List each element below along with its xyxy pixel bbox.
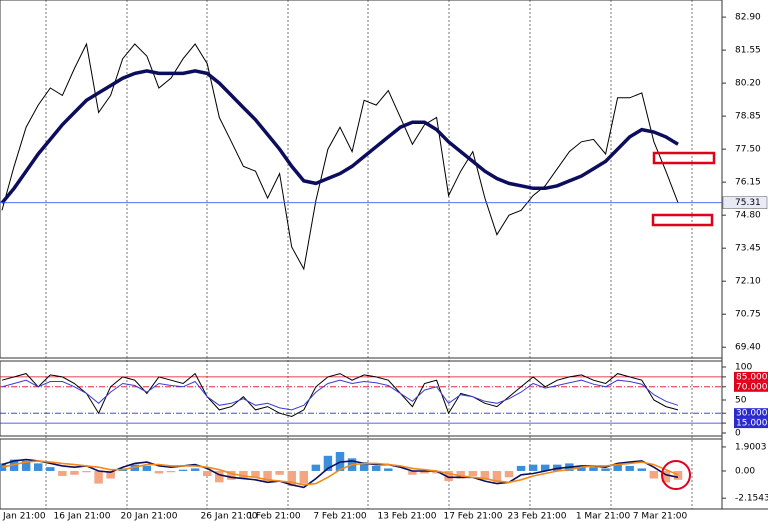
level-label-bg bbox=[734, 381, 768, 392]
histogram-bar bbox=[384, 468, 393, 471]
histogram-bar bbox=[202, 470, 212, 477]
histogram-bar bbox=[649, 470, 659, 479]
histogram-bar bbox=[215, 470, 224, 483]
histogram-bar bbox=[661, 470, 671, 483]
y-tick-label: 81.55 bbox=[735, 46, 761, 56]
y-tick-label: 50 bbox=[735, 396, 747, 406]
x-tick-label: 17 Feb 21:00 bbox=[443, 512, 502, 522]
annotation-box bbox=[652, 151, 716, 165]
histogram-bar bbox=[589, 467, 598, 471]
histogram-bar bbox=[287, 470, 296, 487]
histogram-bar bbox=[94, 470, 103, 484]
series-line bbox=[1, 379, 679, 411]
y-tick-label: 74.80 bbox=[735, 211, 761, 221]
y-tick-label: 72.10 bbox=[735, 277, 761, 287]
series-line bbox=[1, 372, 679, 418]
histogram-bar bbox=[239, 470, 248, 479]
series-line bbox=[1, 458, 679, 489]
y-tick-label: 80.20 bbox=[735, 79, 761, 89]
histogram-bar bbox=[21, 460, 31, 471]
histogram-bar bbox=[154, 470, 164, 474]
histogram-bar bbox=[58, 470, 67, 477]
histogram-bar bbox=[673, 470, 683, 480]
annotation-circle bbox=[661, 460, 691, 490]
y-tick-label: 69.40 bbox=[735, 343, 761, 353]
x-tick-label: 16 Jan 21:00 bbox=[54, 512, 111, 522]
annotation-box bbox=[651, 213, 714, 227]
histogram-bar bbox=[625, 465, 634, 471]
x-tick-label: 23 Feb 21:00 bbox=[507, 512, 566, 522]
histogram-bar bbox=[275, 470, 284, 475]
histogram-bar bbox=[577, 465, 586, 471]
histogram-bar bbox=[166, 470, 176, 473]
histogram-bar bbox=[637, 468, 647, 471]
histogram-bar bbox=[540, 464, 550, 471]
histogram-bar bbox=[432, 470, 441, 474]
histogram-bar bbox=[82, 470, 91, 473]
y-tick-label: 0 bbox=[735, 429, 741, 439]
histogram-bar bbox=[106, 470, 115, 479]
histogram-bar bbox=[528, 464, 538, 471]
level-label-bg bbox=[734, 371, 768, 382]
histogram-bar bbox=[492, 470, 502, 483]
y-tick-label: 78.85 bbox=[735, 112, 761, 122]
level-label-bg bbox=[734, 408, 768, 419]
y-tick-label: 82.90 bbox=[735, 13, 761, 23]
y-tick-label: -2.1543 bbox=[735, 494, 768, 504]
histogram-bar bbox=[613, 464, 622, 471]
level-label-bg bbox=[734, 418, 768, 429]
x-tick-label: 1 Mar 21:00 bbox=[576, 512, 631, 522]
histogram-bar bbox=[444, 470, 453, 482]
histogram-bar bbox=[227, 470, 236, 480]
y-tick-label: 100 bbox=[735, 363, 752, 373]
histogram-bar bbox=[263, 470, 272, 482]
x-tick-label: 7 Feb 21:00 bbox=[313, 512, 367, 522]
histogram-bar bbox=[371, 465, 381, 471]
histogram-bar bbox=[601, 468, 610, 471]
histogram-bar bbox=[420, 470, 429, 474]
price-label-bg bbox=[722, 196, 768, 209]
histogram-bar bbox=[323, 455, 333, 471]
series-line bbox=[0, 69, 679, 205]
histogram-bar bbox=[251, 470, 260, 478]
histogram-bar bbox=[468, 470, 478, 477]
histogram-bar bbox=[190, 468, 200, 471]
y-tick-label: 70.75 bbox=[735, 310, 761, 320]
series-line bbox=[1, 460, 679, 486]
y-tick-label: 0.00 bbox=[735, 466, 755, 476]
histogram-bar bbox=[504, 470, 514, 478]
histogram-bar bbox=[408, 470, 417, 475]
histogram-bar bbox=[142, 465, 152, 471]
histogram-bar bbox=[70, 470, 79, 475]
histogram-bar bbox=[516, 465, 526, 471]
price-label: 75.31 bbox=[735, 198, 761, 208]
histogram-bar bbox=[46, 467, 55, 471]
histogram-bar bbox=[178, 469, 188, 471]
x-tick-label: 7 Mar 21:00 bbox=[633, 512, 688, 522]
y-tick-label: 73.45 bbox=[735, 244, 761, 254]
histogram-bar bbox=[33, 463, 43, 471]
histogram-bar bbox=[456, 470, 465, 479]
x-tick-label: 0 Jan 21:00 bbox=[0, 512, 46, 522]
y-tick-label: 1.9003 bbox=[735, 442, 767, 452]
histogram-bar bbox=[359, 462, 369, 471]
y-tick-label: 76.15 bbox=[735, 178, 761, 188]
histogram-bar bbox=[480, 470, 490, 480]
histogram-bar bbox=[311, 464, 321, 471]
x-tick-label: 20 Jan 21:00 bbox=[121, 512, 178, 522]
x-tick-label: 1 Feb 21:00 bbox=[247, 512, 301, 522]
x-tick-label: 26 Jan 21:00 bbox=[201, 512, 258, 522]
x-tick-label: 13 Feb 21:00 bbox=[377, 512, 436, 522]
y-tick-label: 77.50 bbox=[735, 145, 761, 155]
histogram-bar bbox=[299, 470, 309, 484]
